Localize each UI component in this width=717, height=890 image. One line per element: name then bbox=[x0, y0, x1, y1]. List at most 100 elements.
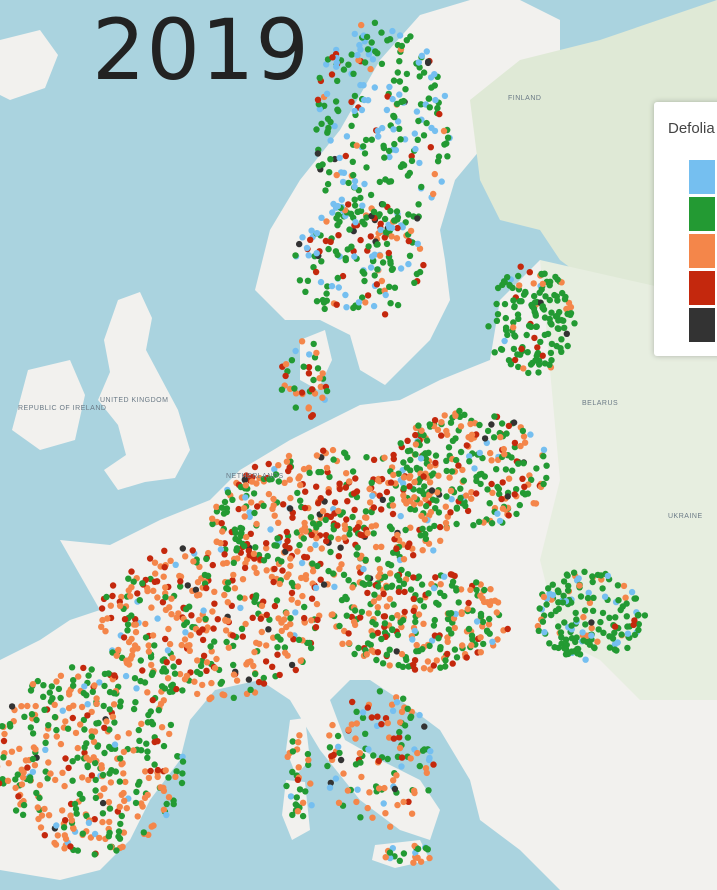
plot-point bbox=[581, 568, 588, 575]
plot-point bbox=[369, 253, 376, 260]
plot-point bbox=[414, 749, 421, 757]
plot-point bbox=[88, 708, 95, 716]
plot-point bbox=[477, 634, 484, 641]
plot-point bbox=[99, 771, 107, 779]
plot-point bbox=[241, 513, 248, 520]
plot-point bbox=[410, 595, 417, 602]
plot-point bbox=[359, 714, 367, 721]
plot-point bbox=[295, 739, 302, 746]
plot-point bbox=[304, 750, 312, 758]
plot-point bbox=[415, 117, 422, 125]
plot-point bbox=[150, 587, 157, 594]
plot-point bbox=[302, 488, 309, 495]
plot-point bbox=[282, 542, 289, 550]
plot-point bbox=[355, 299, 363, 306]
plot-point bbox=[308, 617, 315, 624]
plot-point bbox=[449, 578, 457, 585]
plot-point bbox=[318, 545, 325, 552]
plot-point bbox=[384, 37, 391, 44]
plot-point bbox=[286, 505, 294, 512]
plot-point bbox=[331, 499, 339, 506]
plot-point bbox=[305, 364, 313, 371]
plot-point bbox=[424, 658, 432, 665]
plot-point bbox=[398, 566, 405, 574]
plot-point bbox=[557, 629, 565, 636]
plot-point bbox=[543, 462, 550, 469]
plot-point bbox=[389, 707, 397, 714]
plot-point bbox=[203, 555, 210, 563]
plot-point bbox=[0, 723, 6, 730]
plot-point bbox=[142, 768, 149, 775]
plot-point bbox=[293, 529, 301, 536]
plot-point bbox=[473, 618, 481, 625]
plot-point bbox=[324, 115, 332, 123]
plot-point bbox=[383, 488, 391, 496]
plot-point bbox=[422, 450, 429, 457]
plot-point bbox=[116, 602, 124, 609]
plot-point bbox=[457, 494, 464, 502]
plot-point bbox=[426, 479, 434, 486]
plot-point bbox=[532, 500, 540, 507]
plot-point bbox=[263, 567, 270, 574]
plot-point bbox=[546, 282, 553, 289]
plot-point bbox=[364, 804, 371, 812]
plot-point bbox=[425, 787, 432, 794]
plot-point bbox=[128, 568, 135, 575]
plot-point bbox=[564, 342, 571, 350]
plot-point bbox=[516, 501, 523, 509]
plot-point bbox=[81, 683, 88, 690]
plot-point bbox=[217, 546, 225, 553]
plot-point bbox=[130, 578, 137, 585]
plot-point bbox=[305, 404, 312, 411]
plot-point bbox=[383, 240, 391, 248]
plot-point bbox=[167, 721, 175, 729]
plot-point bbox=[374, 556, 382, 563]
plot-point bbox=[351, 607, 359, 614]
plot-point bbox=[348, 98, 355, 106]
plot-point bbox=[313, 230, 321, 237]
plot-point bbox=[539, 618, 547, 625]
plot-point bbox=[80, 689, 88, 697]
plot-point bbox=[53, 678, 60, 685]
plot-point bbox=[477, 592, 484, 599]
plot-point bbox=[278, 619, 285, 626]
plot-point bbox=[455, 462, 462, 469]
plot-point bbox=[255, 678, 263, 686]
plot-point bbox=[357, 81, 364, 89]
plot-point bbox=[253, 520, 260, 528]
plot-point bbox=[117, 755, 124, 762]
plot-point bbox=[322, 237, 330, 245]
plot-point bbox=[19, 774, 27, 781]
plot-point bbox=[521, 483, 528, 490]
plot-point bbox=[407, 33, 414, 40]
plot-point bbox=[383, 584, 391, 591]
plot-point bbox=[250, 550, 258, 557]
plot-point bbox=[348, 122, 355, 129]
plot-point bbox=[399, 480, 407, 487]
plot-point bbox=[77, 721, 84, 728]
plot-point bbox=[110, 690, 118, 697]
plot-point bbox=[396, 58, 403, 65]
plot-point bbox=[376, 252, 384, 259]
plot-point bbox=[29, 768, 37, 776]
plot-point bbox=[419, 525, 426, 532]
plot-point bbox=[251, 564, 258, 571]
plot-point bbox=[589, 578, 596, 586]
plot-point bbox=[504, 274, 511, 281]
plot-point bbox=[475, 518, 483, 525]
plot-point bbox=[145, 774, 153, 782]
plot-point bbox=[389, 626, 396, 633]
plot-point bbox=[364, 97, 372, 104]
plot-point bbox=[375, 785, 383, 792]
plot-point bbox=[320, 447, 327, 454]
plot-point bbox=[325, 489, 332, 496]
plot-point bbox=[366, 789, 373, 796]
plot-point bbox=[494, 483, 501, 491]
plot-point bbox=[533, 323, 540, 330]
plot-point bbox=[369, 56, 377, 63]
plot-point bbox=[92, 794, 100, 802]
plot-point bbox=[84, 701, 91, 708]
plot-point bbox=[377, 226, 384, 234]
plot-point bbox=[434, 489, 441, 496]
